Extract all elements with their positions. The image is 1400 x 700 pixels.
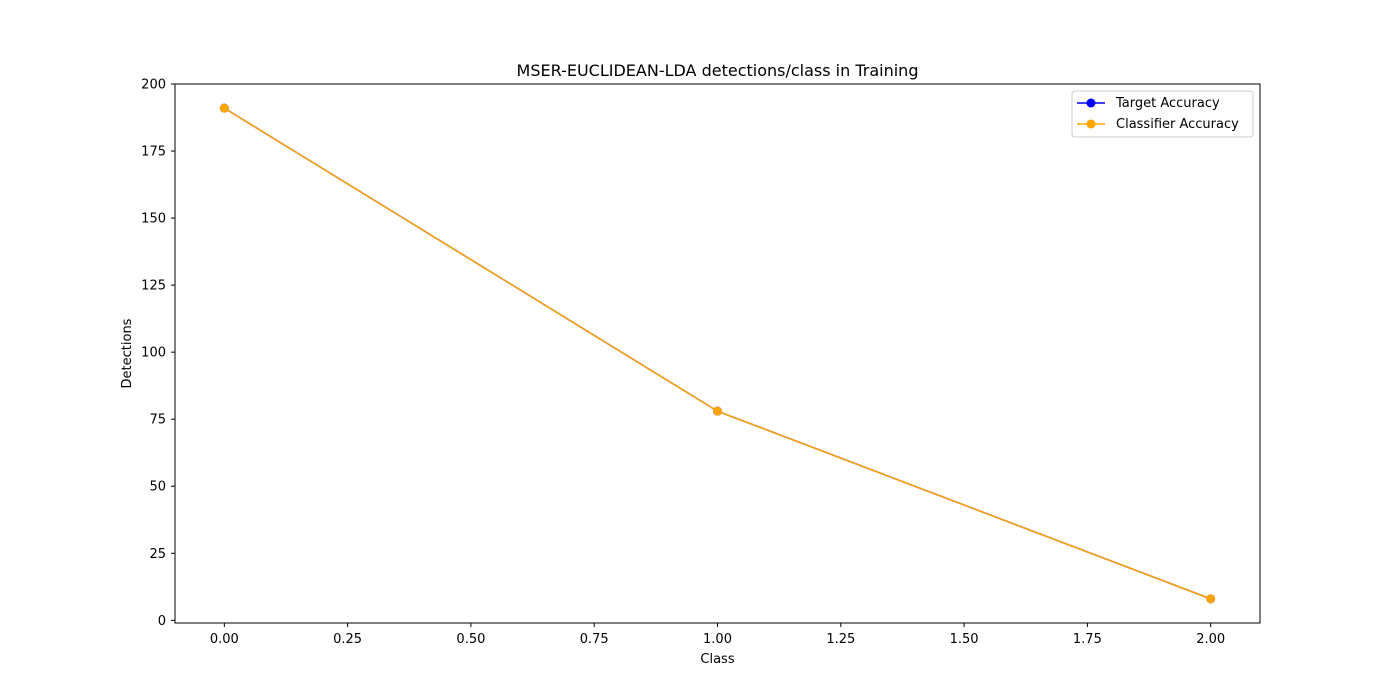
data-point-classifier-accuracy <box>1206 594 1216 604</box>
x-axis-ticks: 0.00 0.25 0.50 0.75 1.00 1.25 1.50 1.75 2.00 <box>210 623 1225 647</box>
y-tick-label: 75 <box>149 413 166 428</box>
y-tick-label: 175 <box>141 145 166 160</box>
y-tick-label: 100 <box>141 346 166 361</box>
plot-area <box>175 84 1260 623</box>
legend-entry-target-accuracy: Target Accuracy <box>1077 96 1220 111</box>
y-tick-label: 0 <box>158 614 166 629</box>
data-point-classifier-accuracy <box>713 406 722 416</box>
x-tick-label: 0.50 <box>456 632 485 647</box>
x-tick-label: 1.75 <box>1073 632 1102 647</box>
x-tick-label: 0.25 <box>333 632 362 647</box>
plot-frame <box>174 83 1261 624</box>
x-tick-label: 1.50 <box>950 632 979 647</box>
y-tick-label: 200 <box>141 78 166 93</box>
legend: Target Accuracy Classifier Accuracy <box>1071 90 1254 138</box>
y-tick-label: 125 <box>141 279 166 294</box>
y-tick-label: 50 <box>149 480 166 495</box>
x-axis-title: Class <box>700 652 734 667</box>
y-tick-label: 25 <box>149 547 166 562</box>
legend-box <box>1071 90 1254 138</box>
legend-label-classifier-accuracy: Classifier Accuracy <box>1116 117 1239 132</box>
x-tick-label: 1.00 <box>703 632 732 647</box>
y-tick-label: 150 <box>141 212 166 227</box>
series-layer <box>219 103 1216 604</box>
x-tick-label: 0.75 <box>580 632 609 647</box>
y-axis-title: Detections <box>120 318 135 388</box>
legend-marker-classifier-accuracy <box>1086 119 1096 129</box>
x-tick-label: 2.00 <box>1196 632 1225 647</box>
legend-label-target-accuracy: Target Accuracy <box>1115 96 1220 111</box>
x-tick-label: 1.25 <box>826 632 855 647</box>
y-axis-ticks: 0 25 50 75 100 125 150 175 200 <box>141 78 175 629</box>
legend-entry-classifier-accuracy: Classifier Accuracy <box>1077 117 1239 132</box>
chart-title: MSER-EUCLIDEAN-LDA detections/class in T… <box>517 61 919 80</box>
legend-marker-target-accuracy <box>1086 98 1096 108</box>
x-tick-label: 0.00 <box>210 632 239 647</box>
data-point-classifier-accuracy <box>219 103 229 113</box>
